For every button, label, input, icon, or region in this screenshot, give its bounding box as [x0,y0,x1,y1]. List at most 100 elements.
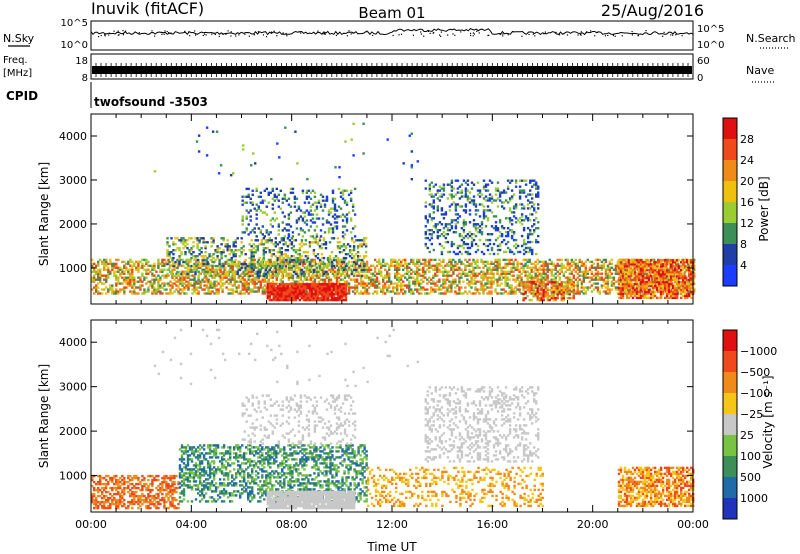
heatmap-cell [304,260,308,264]
heatmap-cell [490,181,494,184]
heatmap-cell [267,231,271,234]
heatmap-cell [342,287,346,290]
heatmap-cell [244,253,247,256]
heatmap-cell [470,262,473,266]
heatmap-cell [169,284,172,287]
heatmap-cell [266,260,270,264]
heatmap-cell [318,268,322,272]
heatmap-cell [500,278,503,281]
heatmap-cell [369,276,373,279]
heatmap-cell [119,290,122,293]
heatmap-cell [436,207,440,210]
heatmap-cell [224,245,227,248]
heatmap-cell [159,292,162,295]
heatmap-cell [93,274,96,277]
heatmap-cell [244,266,247,270]
heatmap-cell [103,264,106,267]
heatmap-cell [193,262,196,266]
heatmap-cell [584,272,588,275]
heatmap-cell [109,284,112,287]
heatmap-cell [274,295,278,298]
heatmap-cell [165,276,168,279]
heatmap-cell [115,278,118,281]
heatmap-cell [500,233,504,236]
heatmap-cell [472,219,476,222]
heatmap-cell [361,284,365,287]
heatmap-cell [153,268,156,271]
nsearch-point [189,35,191,37]
heatmap-cell [402,264,405,267]
heatmap-cell [600,284,604,287]
heatmap-cell [288,262,292,266]
heatmap-cell [642,272,646,275]
heatmap-cell [226,239,229,242]
heatmap-cell [159,262,162,266]
heatmap-cell [195,292,198,295]
heatmap-cell [215,288,218,291]
heatmap-cell [482,288,485,291]
heatmap-cell [580,282,584,285]
nsearch-point [352,32,354,34]
heatmap-cell [292,285,296,288]
heatmap-cell [261,292,265,295]
heatmap-cell [580,264,584,267]
heatmap-cell [408,282,411,285]
heatmap-cell [482,217,486,220]
heatmap-cell [542,272,545,275]
heatmap-cell [300,291,304,294]
heatmap-cell [292,270,296,274]
heatmap-cell [269,191,273,194]
heatmap-cell [253,227,256,230]
heatmap-cell [362,243,366,246]
heatmap-cell [265,274,269,277]
heatmap-cell [180,253,183,256]
heatmap-cell [450,244,454,248]
heatmap-cell [278,298,282,302]
heatmap-cell [279,260,283,264]
heatmap-cell [318,283,322,286]
heatmap-cell [251,288,254,291]
heatmap-cell [452,258,455,262]
heatmap-cell [262,272,266,276]
heatmap-cell [196,247,199,250]
heatmap-cell [176,247,179,250]
heatmap-cell [456,187,460,190]
heatmap-cell [218,262,221,266]
heatmap-cell [205,278,208,281]
heatmap-cell [378,272,381,275]
heatmap-cell [336,268,340,272]
heatmap-cell [302,270,306,274]
heatmap-cell [410,260,413,264]
heatmap-cell [338,291,342,294]
heatmap-cell [490,276,493,279]
heatmap-cell [486,197,490,200]
heatmap-cell [484,195,488,198]
heatmap-cell [602,264,606,267]
heatmap-cell [510,262,513,266]
heatmap-cell [504,280,507,283]
heatmap-cell [357,292,361,295]
heatmap-cell [278,295,282,298]
heatmap-cell [364,245,368,248]
heatmap-cell [410,288,413,291]
heatmap-cell [438,286,441,289]
heatmap-cell [125,266,128,269]
heatmap-cell [199,280,202,283]
heatmap-cell [191,284,194,287]
heatmap-cell [331,197,335,200]
heatmap-cell [291,278,295,281]
heatmap-cell [470,199,474,202]
heatmap-cell [287,235,291,238]
heatmap-cell [432,282,435,285]
heatmap-cell [264,268,268,272]
heatmap-cell [349,231,353,234]
heatmap-cell [490,260,493,264]
heatmap-cell [345,280,349,283]
heatmap-cell [127,282,130,285]
heatmap-cell [307,195,311,198]
heatmap-cell [338,272,342,276]
heatmap-cell [478,231,482,234]
heatmap-cell [174,237,177,240]
heatmap-cell [375,284,379,287]
heatmap-cell [602,284,606,287]
